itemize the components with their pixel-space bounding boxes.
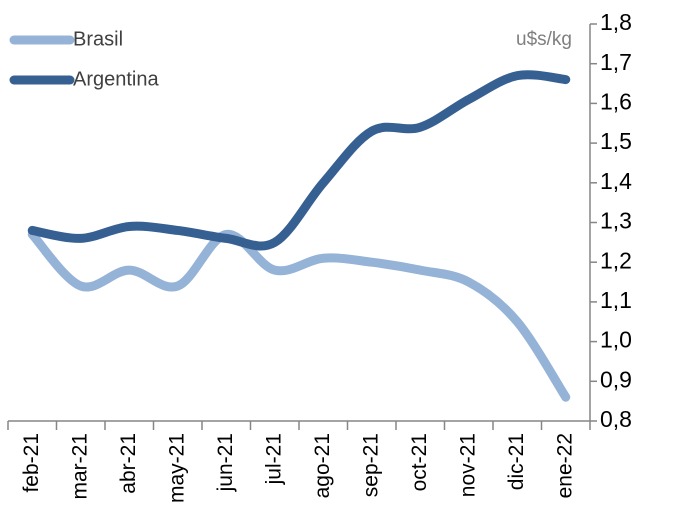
y-tick-label: 1,8 bbox=[600, 9, 632, 35]
y-tick-label: 1,4 bbox=[600, 168, 632, 194]
x-tick-label: sep-21 bbox=[359, 433, 382, 497]
y-tick-label: 1,7 bbox=[600, 49, 632, 75]
series-line bbox=[27, 229, 571, 402]
legend-label: Brasil bbox=[73, 28, 123, 50]
y-tick-label: 1,6 bbox=[600, 88, 632, 114]
x-tick-label: feb-21 bbox=[20, 433, 43, 493]
y-tick-label: 1,2 bbox=[600, 247, 632, 273]
x-tick-label: jun-21 bbox=[214, 433, 237, 492]
y-tick-label: 1,3 bbox=[600, 208, 632, 234]
x-tick-label: ene-22 bbox=[553, 433, 576, 498]
y-tick-label: 0,8 bbox=[600, 406, 632, 432]
x-tick-label: ago-21 bbox=[311, 433, 334, 498]
series-line bbox=[27, 70, 571, 251]
unit-annotation: u$s/kg bbox=[516, 29, 572, 50]
y-tick-label: 1,0 bbox=[600, 327, 632, 353]
x-tick-label: mar-21 bbox=[68, 433, 91, 500]
x-tick-label: jul-21 bbox=[262, 433, 285, 485]
y-tick-label: 1,5 bbox=[600, 128, 632, 154]
legend-label: Argentina bbox=[73, 68, 159, 90]
x-tick-label: nov-21 bbox=[456, 433, 479, 497]
y-tick-label: 1,1 bbox=[600, 287, 632, 313]
x-tick-label: dic-21 bbox=[505, 433, 528, 490]
x-tick-label: may-21 bbox=[165, 433, 188, 503]
y-tick-label: 0,9 bbox=[600, 366, 632, 392]
x-tick-label: oct-21 bbox=[408, 433, 431, 491]
x-tick-label: abr-21 bbox=[117, 433, 140, 494]
